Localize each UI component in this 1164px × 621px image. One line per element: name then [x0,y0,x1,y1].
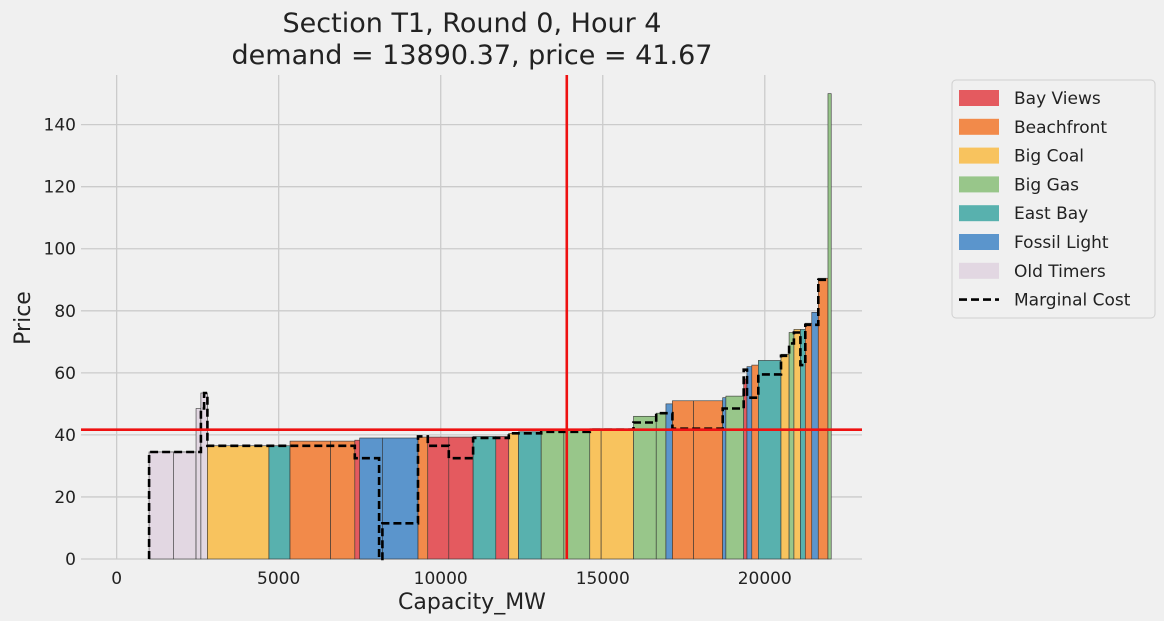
legend-box [952,80,1155,318]
bar [601,429,633,559]
bar [818,278,828,559]
x-tick-label: 15000 [576,569,630,589]
bar [781,354,789,559]
bar [541,431,564,559]
chart-title: Section T1, Round 0, Hour 4 [283,8,662,39]
legend-swatch [959,148,999,164]
bar [590,429,601,559]
bar [290,441,331,559]
legend-swatch [959,90,999,106]
y-tick-label: 80 [54,302,76,322]
bar [173,452,196,559]
bar [269,446,290,559]
legend-swatch [959,263,999,279]
y-tick-label: 120 [44,178,76,198]
legend-label: Marginal Cost [1014,291,1131,311]
bar [496,436,509,559]
legend-label: Bay Views [1014,89,1101,109]
legend-swatch [959,205,999,221]
x-tick-label: 0 [111,569,122,589]
bar [656,413,666,559]
chart-subtitle: demand = 13890.37, price = 41.67 [232,40,713,71]
legend-swatch [959,119,999,135]
legend-label: Beachfront [1014,118,1107,138]
y-tick-label: 100 [44,240,76,260]
x-tick-label: 20000 [738,569,792,589]
y-tick-label: 140 [44,116,76,136]
bar [672,401,693,559]
bar [726,396,744,559]
legend-label: East Bay [1014,204,1088,224]
y-axis-label: Price [11,291,36,345]
legend: Bay Views Beachfront Big Coal Big Gas East B… [952,80,1155,318]
bar [473,436,496,559]
bar [634,416,657,559]
bar [418,437,428,559]
y-tick-label: 20 [54,488,76,508]
legend-label: Fossil Light [1014,233,1109,253]
legend-swatch [959,234,999,250]
bar [428,437,449,559]
bar [758,360,781,559]
legend-swatch [959,176,999,192]
x-tick-label: 5000 [257,569,300,589]
bar [331,441,355,559]
bar [449,437,473,559]
legend-label: Big Coal [1014,147,1084,167]
x-tick-label: 10000 [414,569,468,589]
legend-label: Big Gas [1014,175,1079,195]
bar [693,401,722,559]
bar [382,438,418,559]
bar [509,433,519,559]
y-tick-label: 40 [54,426,76,446]
bar [149,452,173,559]
legend-label: Old Timers [1014,262,1106,282]
bar [789,333,794,559]
bar [196,409,201,559]
bar [812,312,818,559]
bar [207,446,269,559]
bar [518,432,541,559]
y-tick-label: 0 [65,550,76,570]
bar [828,94,831,559]
x-axis-label: Capacity_MW [398,590,546,615]
y-tick-label: 60 [54,364,76,384]
